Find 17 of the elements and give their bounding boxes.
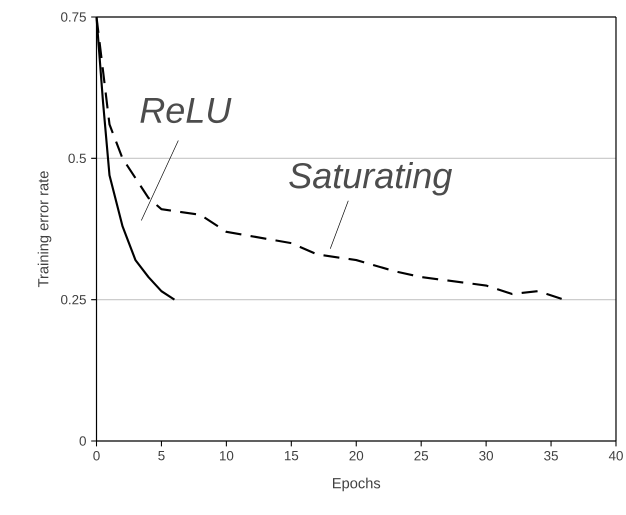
x-tick-label: 30 — [479, 451, 494, 460]
x-tick-label: 10 — [220, 451, 234, 460]
series-label: Saturating — [289, 162, 452, 196]
x-tick-label: 35 — [544, 451, 558, 460]
y-tick-label: 0.25 — [61, 294, 86, 304]
x-axis-title: Epochs — [333, 478, 380, 492]
y-axis-title: Training error rate — [38, 171, 52, 288]
x-tick-label: 40 — [608, 451, 623, 460]
x-tick-label: 0 — [93, 451, 100, 460]
x-tick-label: 5 — [158, 451, 165, 460]
y-tick-label: 0.5 — [68, 154, 86, 164]
x-tick-label: 15 — [284, 451, 298, 460]
x-tick-label: 20 — [350, 451, 364, 460]
x-tick-label: 25 — [414, 451, 428, 460]
series-label: ReLU — [140, 98, 232, 124]
y-tick-label: 0 — [80, 436, 86, 446]
y-tick-label: 0.75 — [61, 12, 86, 22]
